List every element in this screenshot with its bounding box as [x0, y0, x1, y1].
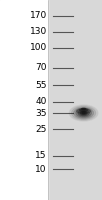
- Ellipse shape: [79, 109, 88, 111]
- Ellipse shape: [72, 106, 96, 120]
- Ellipse shape: [78, 110, 89, 116]
- Ellipse shape: [81, 108, 86, 110]
- Text: 130: 130: [30, 27, 47, 36]
- Text: 25: 25: [35, 124, 47, 134]
- Ellipse shape: [76, 109, 91, 117]
- Bar: [0, 0, 48, 200]
- Ellipse shape: [69, 105, 98, 121]
- Ellipse shape: [74, 107, 94, 119]
- Text: 35: 35: [35, 108, 47, 117]
- Text: 10: 10: [35, 164, 47, 173]
- Text: 40: 40: [35, 98, 47, 106]
- Text: 100: 100: [30, 44, 47, 52]
- Ellipse shape: [76, 109, 91, 113]
- Text: 55: 55: [35, 81, 47, 90]
- Text: 15: 15: [35, 152, 47, 160]
- Text: 170: 170: [30, 11, 47, 21]
- Ellipse shape: [82, 112, 85, 114]
- Text: 70: 70: [35, 64, 47, 72]
- Ellipse shape: [80, 111, 87, 115]
